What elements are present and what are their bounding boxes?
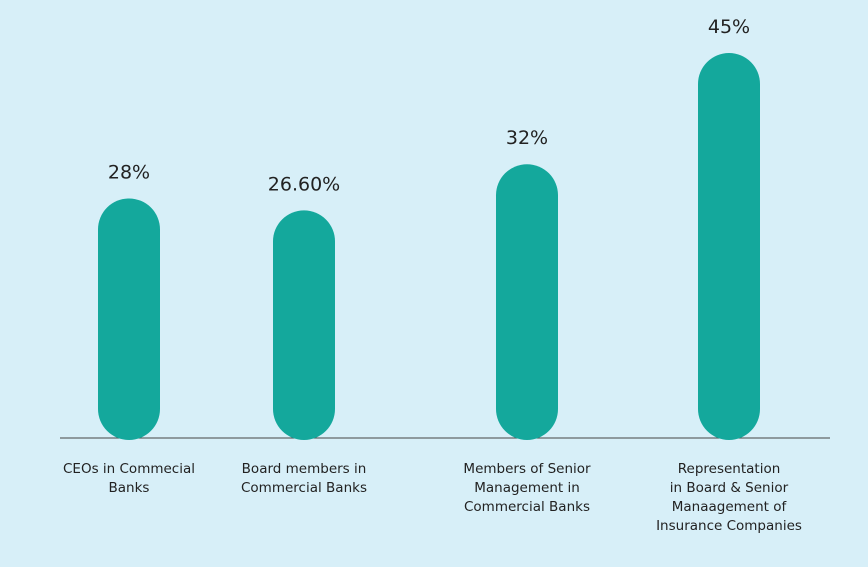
value-label: 26.60% bbox=[268, 173, 340, 195]
bar bbox=[98, 198, 160, 440]
value-label: 32% bbox=[506, 127, 548, 149]
bar bbox=[698, 53, 760, 440]
bar bbox=[273, 210, 335, 440]
x-tick-label: Board members in Commercial Banks bbox=[241, 461, 367, 496]
value-label: 45% bbox=[708, 16, 750, 38]
x-tick-label: CEOs in Commecial Banks bbox=[63, 461, 195, 496]
x-tick-label: Representation in Board & Senior Manaage… bbox=[656, 461, 802, 534]
x-tick-label: Members of Senior Management in Commerci… bbox=[463, 461, 591, 515]
value-label: 28% bbox=[108, 161, 150, 183]
bar bbox=[496, 164, 558, 440]
